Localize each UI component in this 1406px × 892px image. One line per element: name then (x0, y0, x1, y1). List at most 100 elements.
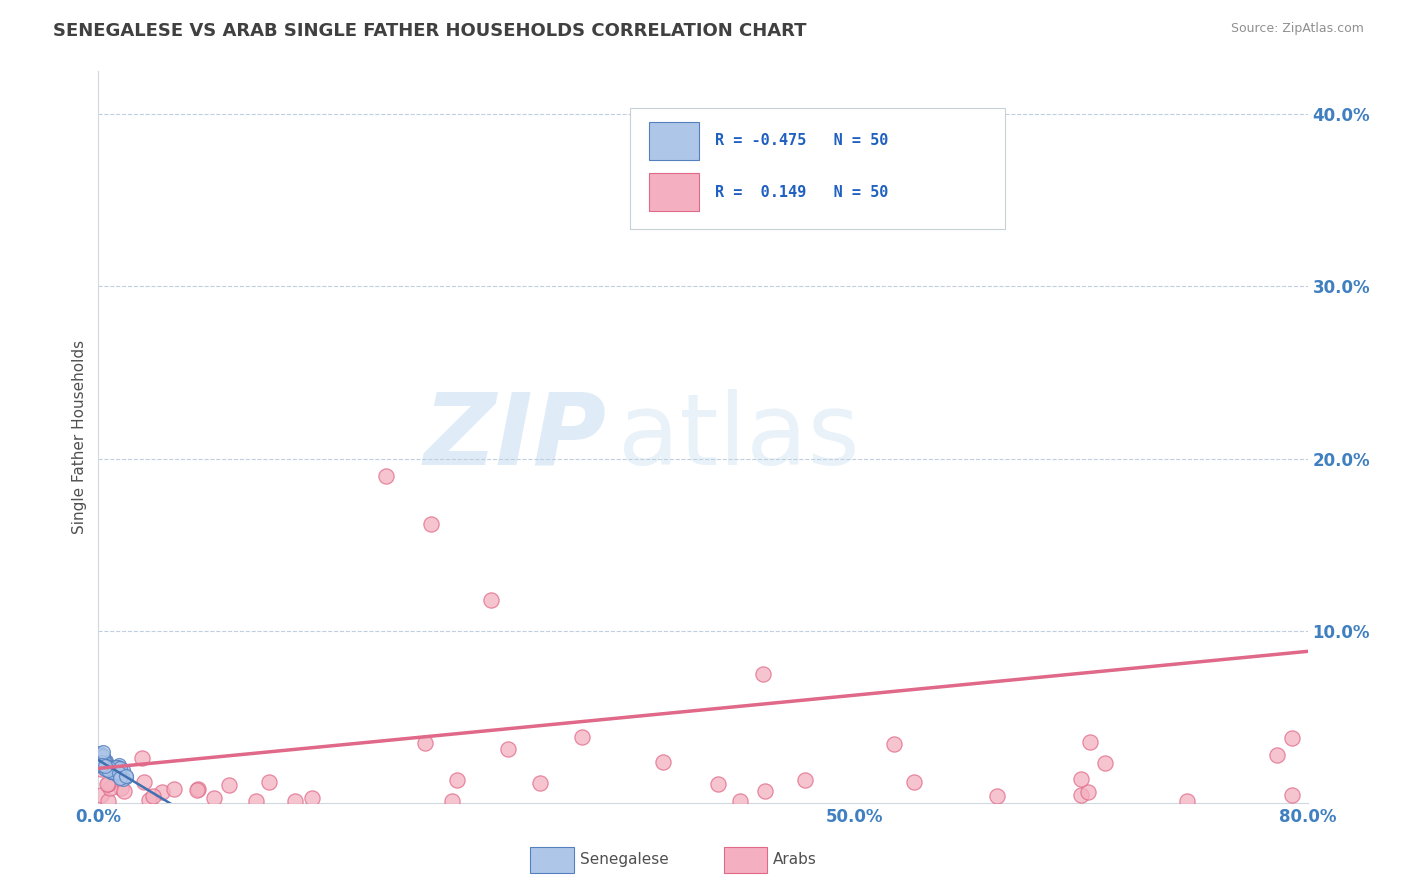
Point (97, 760, 120, 774)
Point (1281, 731, 1303, 745)
Point (89, 746, 111, 760)
FancyBboxPatch shape (530, 847, 574, 873)
Point (91, 760, 114, 774)
Point (105, 761, 128, 775)
Point (652, 755, 675, 769)
Text: Source: ZipAtlas.com: Source: ZipAtlas.com (1230, 22, 1364, 36)
Point (131, 750, 153, 764)
Point (754, 783, 776, 797)
Point (89, 747, 111, 762)
Point (89, 757, 111, 772)
Point (94, 756, 117, 770)
Point (96, 759, 118, 773)
Point (150, 785, 173, 799)
Point (112, 783, 135, 797)
Point (89, 748, 111, 763)
Point (441, 794, 464, 808)
Point (1267, 748, 1289, 763)
Point (110, 780, 132, 795)
Text: R =  0.149   N = 50: R = 0.149 N = 50 (716, 185, 889, 200)
Point (496, 742, 519, 756)
Point (94, 754, 117, 768)
Point (413, 736, 436, 750)
Point (105, 760, 128, 774)
Point (1094, 756, 1116, 770)
Point (98, 781, 121, 796)
Point (108, 766, 131, 780)
Point (108, 761, 131, 775)
Point (90, 757, 112, 772)
FancyBboxPatch shape (630, 108, 1005, 228)
Point (986, 789, 1008, 803)
Point (91, 758, 114, 772)
Point (301, 790, 323, 805)
Point (97, 776, 120, 790)
Point (91, 756, 114, 770)
Point (111, 764, 134, 778)
Point (163, 782, 186, 797)
Point (245, 794, 267, 808)
Point (89, 752, 111, 766)
Point (1078, 735, 1101, 749)
Point (96, 759, 118, 773)
Point (1070, 788, 1092, 802)
Point (97, 763, 120, 777)
Point (420, 516, 443, 531)
Point (94, 754, 117, 768)
Point (138, 793, 160, 807)
Point (108, 757, 131, 772)
Point (94, 760, 117, 774)
Point (529, 776, 551, 790)
Point (728, 794, 751, 808)
Text: Senegalese: Senegalese (579, 853, 668, 867)
Point (90, 748, 112, 763)
Text: SENEGALESE VS ARAB SINGLE FATHER HOUSEHOLDS CORRELATION CHART: SENEGALESE VS ARAB SINGLE FATHER HOUSEHO… (53, 22, 807, 40)
Point (94, 762, 117, 776)
Point (112, 772, 135, 787)
Point (883, 737, 905, 751)
FancyBboxPatch shape (648, 122, 699, 160)
Point (142, 789, 165, 803)
Point (1175, 794, 1198, 808)
Point (104, 763, 127, 777)
Point (202, 791, 225, 805)
Point (114, 769, 136, 783)
Point (481, 592, 503, 607)
Point (101, 764, 124, 779)
Point (93, 748, 115, 763)
Point (903, 775, 925, 789)
Point (90, 758, 112, 772)
Y-axis label: Single Father Households: Single Father Households (72, 340, 87, 534)
Point (107, 767, 129, 781)
Point (1281, 788, 1303, 802)
Point (1070, 772, 1092, 786)
Point (97, 794, 120, 808)
Point (571, 731, 593, 745)
Point (1077, 785, 1099, 799)
Point (94, 758, 117, 772)
Point (187, 781, 209, 796)
Point (446, 773, 468, 788)
Point (89, 757, 111, 772)
Text: R = -0.475   N = 50: R = -0.475 N = 50 (716, 133, 889, 148)
Point (90, 789, 112, 803)
Point (132, 774, 155, 789)
Point (91, 745, 114, 759)
Point (284, 794, 307, 808)
Point (93, 761, 115, 775)
Point (100, 764, 122, 779)
Point (93, 759, 115, 773)
FancyBboxPatch shape (724, 847, 768, 873)
Point (752, 666, 775, 681)
Point (257, 775, 280, 789)
Point (90, 757, 112, 772)
Text: ZIP: ZIP (423, 389, 606, 485)
Point (186, 783, 208, 797)
Point (90, 755, 112, 769)
Point (108, 768, 131, 782)
Point (374, 468, 396, 483)
Point (93, 760, 115, 774)
Point (100, 764, 122, 779)
Point (707, 777, 730, 791)
Point (90, 749, 112, 764)
